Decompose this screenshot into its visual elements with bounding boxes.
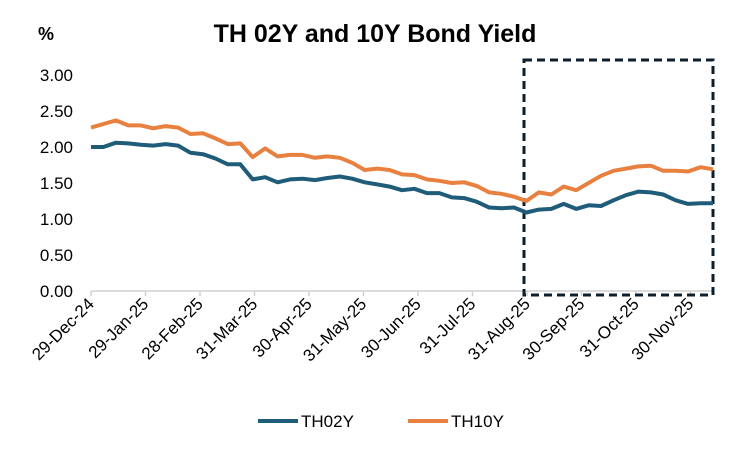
- series-line-th02y: [91, 140, 713, 215]
- y-axis-label: %: [38, 24, 54, 44]
- highlight-box: [522, 58, 715, 297]
- legend-label: TH10Y: [451, 412, 504, 431]
- y-tick-label: 0.50: [40, 246, 73, 265]
- series-line-th10y: [90, 118, 714, 203]
- x-tick-label: 30-Jun-25: [357, 294, 425, 362]
- y-tick-label: 1.50: [40, 174, 73, 193]
- y-tick-label: 2.00: [40, 138, 73, 157]
- y-tick-label: 3.00: [40, 66, 73, 85]
- x-tick-label: 29-Dec-24: [28, 294, 98, 364]
- y-tick-label: 0.00: [40, 282, 73, 301]
- y-tick-label: 2.50: [40, 102, 73, 121]
- chart-title: TH 02Y and 10Y Bond Yield: [214, 20, 537, 48]
- legend-label: TH02Y: [301, 412, 354, 431]
- y-tick-label: 1.00: [40, 210, 73, 229]
